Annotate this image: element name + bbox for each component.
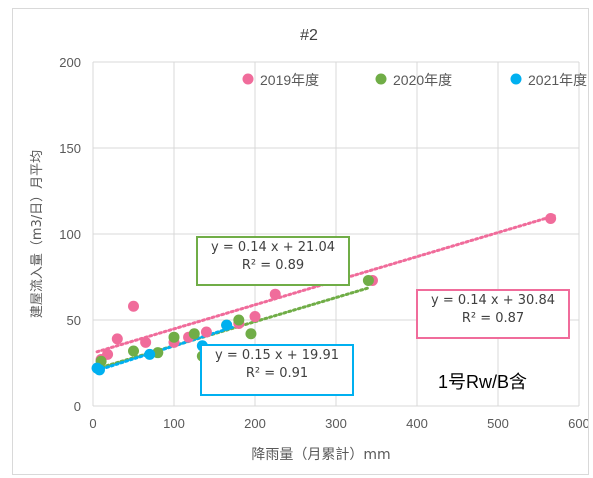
data-point-1 xyxy=(188,328,200,340)
data-point-1 xyxy=(362,274,374,286)
r2-2021: R² = 0.91 xyxy=(245,366,309,381)
data-point-1 xyxy=(168,331,180,343)
trendline-2 xyxy=(95,325,237,372)
data-point-2 xyxy=(144,348,156,360)
legend-marker-1 xyxy=(375,73,387,85)
data-point-0 xyxy=(102,348,114,360)
x-tick-label: 100 xyxy=(163,416,185,431)
data-point-1 xyxy=(245,328,257,340)
trendline-label-2020: y = 0.14 x + 21.04 R² = 0.89 xyxy=(196,236,350,286)
data-point-0 xyxy=(111,333,123,345)
x-axis-label: 降雨量（月累計）mm xyxy=(251,447,390,463)
r2-2020: R² = 0.89 xyxy=(241,258,305,273)
legend-marker-2 xyxy=(510,73,522,85)
chart-title: #2 xyxy=(300,27,318,44)
x-tick-label: 400 xyxy=(406,416,428,431)
y-tick-label: 100 xyxy=(59,227,81,242)
legend-label-1: 2020年度 xyxy=(393,72,452,88)
data-point-2 xyxy=(93,364,105,376)
x-tick-label: 200 xyxy=(244,416,266,431)
y-axis-label: 建屋流入量（m3/日）月平均 xyxy=(30,150,45,318)
y-tick-label: 150 xyxy=(59,141,81,156)
y-tick-label: 200 xyxy=(59,55,81,70)
data-point-0 xyxy=(545,213,557,225)
data-point-0 xyxy=(249,311,261,323)
legend-marker-0 xyxy=(242,73,254,85)
annotation-note: 1号Rw/B含 xyxy=(438,372,528,392)
trendline-label-2021: y = 0.15 x + 19.91 R² = 0.91 xyxy=(200,344,354,396)
scatter-chart: 0 100 200 300 400 500 600 0 50 100 150 200 #2 降雨量（月累計… xyxy=(30,27,588,463)
x-tick-label: 0 xyxy=(89,416,96,431)
data-point-0 xyxy=(269,288,281,300)
equation-2019: y = 0.14 x + 30.84 xyxy=(431,293,555,308)
legend-label-2: 2021年度 xyxy=(528,72,587,88)
data-point-0 xyxy=(200,326,212,338)
y-tick-label: 0 xyxy=(74,399,81,414)
r2-2019: R² = 0.87 xyxy=(461,311,525,326)
data-point-1 xyxy=(233,314,245,326)
x-tick-label: 600 xyxy=(568,416,588,431)
equation-2021: y = 0.15 x + 19.91 xyxy=(215,348,339,363)
data-point-0 xyxy=(140,336,152,348)
chart-frame: 0 100 200 300 400 500 600 0 50 100 150 200 #2 降雨量（月累計… xyxy=(12,8,589,475)
x-tick-label: 300 xyxy=(325,416,347,431)
data-point-0 xyxy=(128,300,139,312)
legend-label-0: 2019年度 xyxy=(260,72,319,88)
trendline-label-2019: y = 0.14 x + 30.84 R² = 0.87 xyxy=(416,289,570,339)
data-point-2 xyxy=(221,319,233,331)
y-tick-label: 50 xyxy=(67,313,81,328)
x-tick-label: 500 xyxy=(487,416,509,431)
data-point-1 xyxy=(128,345,139,357)
equation-2020: y = 0.14 x + 21.04 xyxy=(211,240,335,255)
